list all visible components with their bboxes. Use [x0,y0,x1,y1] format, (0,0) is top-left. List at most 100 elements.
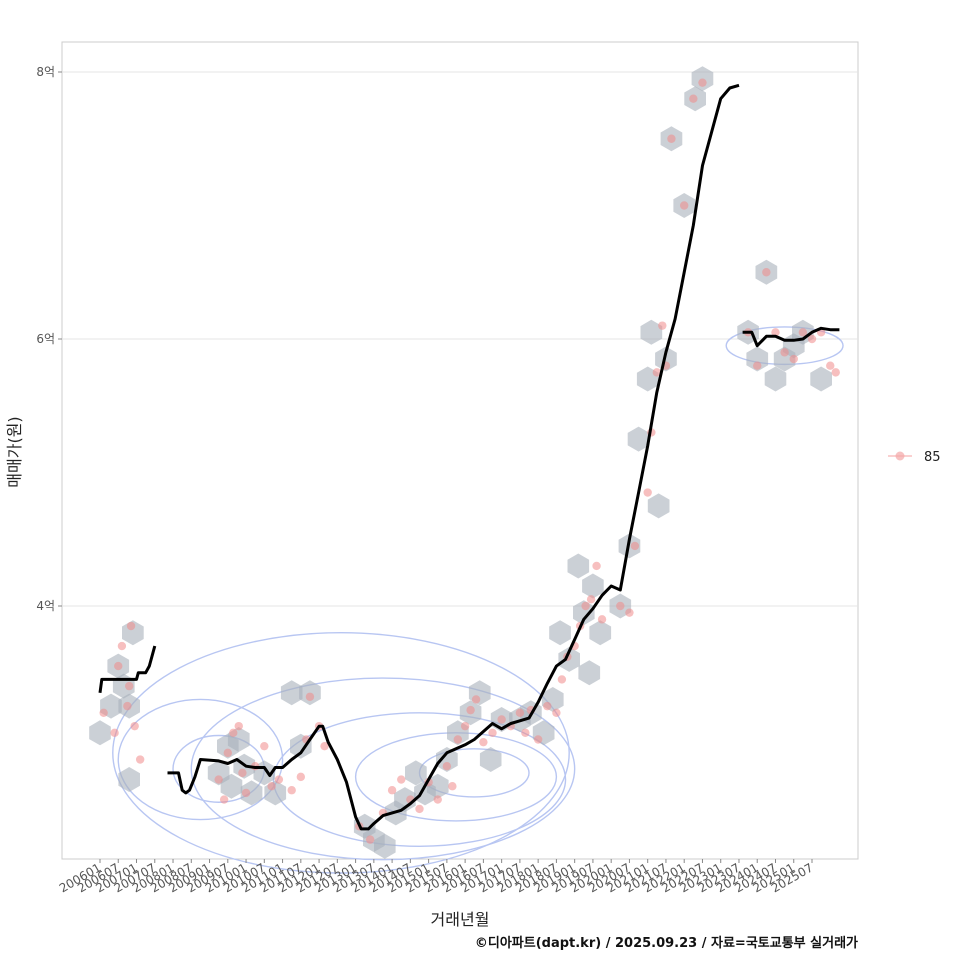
data-point [223,748,232,758]
hex-bin [426,773,449,799]
density-contour [112,631,570,874]
y-axis-title: 매매가(원) [5,416,24,487]
data-point [780,348,789,357]
data-point [267,782,276,791]
source-caption: ©디아파트(dapt.kr) / 2025.09.23 / 자료=국토교통부 실… [475,935,858,951]
data-point [442,762,452,771]
data-point [135,755,145,764]
data-point [241,788,251,798]
data-point [448,782,457,791]
data-point [592,561,601,571]
data-point [533,735,543,744]
hex-bin [118,767,140,792]
data-point [643,488,652,497]
y-tick-label: 6억 [36,332,55,346]
data-point [219,795,229,804]
data-point [114,661,123,671]
data-point [260,741,269,751]
hex-bin [479,747,502,772]
data-point [471,695,481,704]
data-point [597,615,607,624]
data-point [126,621,136,631]
hex-bin [567,553,590,579]
hex-bin [655,346,677,372]
data-point [630,541,640,551]
data-point [698,78,707,87]
moving-average-lines [98,83,840,831]
data-point [214,775,223,784]
data-point [415,804,424,814]
hex-bin [240,780,263,806]
hex-bin [764,366,787,392]
x-axis-title: 거래년월 [431,910,490,929]
data-point [789,354,798,364]
data-point [557,675,567,684]
hex-bin [394,787,416,813]
data-point [652,368,662,377]
data-point [831,368,840,377]
legend-point [895,451,905,461]
series-line [98,645,157,693]
data-point [658,321,667,330]
hex-bin [436,747,458,772]
data-point [798,328,808,337]
data-point [488,728,497,738]
series-line [742,326,840,348]
data-point [229,728,238,738]
hex-bin [647,493,670,519]
data-point [581,601,590,611]
data-point [753,361,762,370]
data-point [320,741,329,751]
data-point [365,835,375,844]
hex-bin [374,833,396,859]
data-point [466,705,475,715]
hex-bin [589,620,612,646]
y-tick-label: 8억 [36,65,55,79]
hex-bin [578,660,601,686]
data-point [625,608,634,617]
data-point [552,708,561,717]
data-point [433,795,442,804]
data-point [689,94,698,103]
data-point [543,701,552,711]
data-point [616,601,625,611]
hex-bin [280,680,303,706]
series-line [167,83,740,831]
hex-bin [746,346,769,372]
data-point [238,768,247,778]
data-point [117,641,127,651]
hex-bin [810,366,832,392]
density-contour [117,698,284,821]
data-point [497,715,506,724]
data-point [234,721,243,731]
y-axis: 4억 6억 8억 [36,65,62,613]
data-point [287,786,296,795]
hex-bin [582,573,604,599]
data-point [479,737,488,747]
hex-bin [627,426,650,452]
legend: 85 [878,436,960,476]
data-point [826,361,835,370]
data-point [99,708,108,717]
data-point [123,701,132,711]
data-point [762,268,771,277]
gridlines [62,71,858,607]
data-point [130,721,139,731]
data-point [274,775,284,784]
hex-bin [549,620,571,646]
data-point [771,328,780,337]
data-point [460,721,470,731]
data-point [453,735,463,744]
data-point [397,775,406,784]
data-point [586,595,596,604]
legend-label: 85 [924,450,941,465]
data-point [305,692,315,701]
data-point [515,708,525,717]
density-contour [190,677,576,861]
scatter-points [99,78,840,844]
data-point [387,786,397,795]
hex-bin [220,773,243,799]
data-point [110,728,119,738]
data-point [296,772,306,782]
